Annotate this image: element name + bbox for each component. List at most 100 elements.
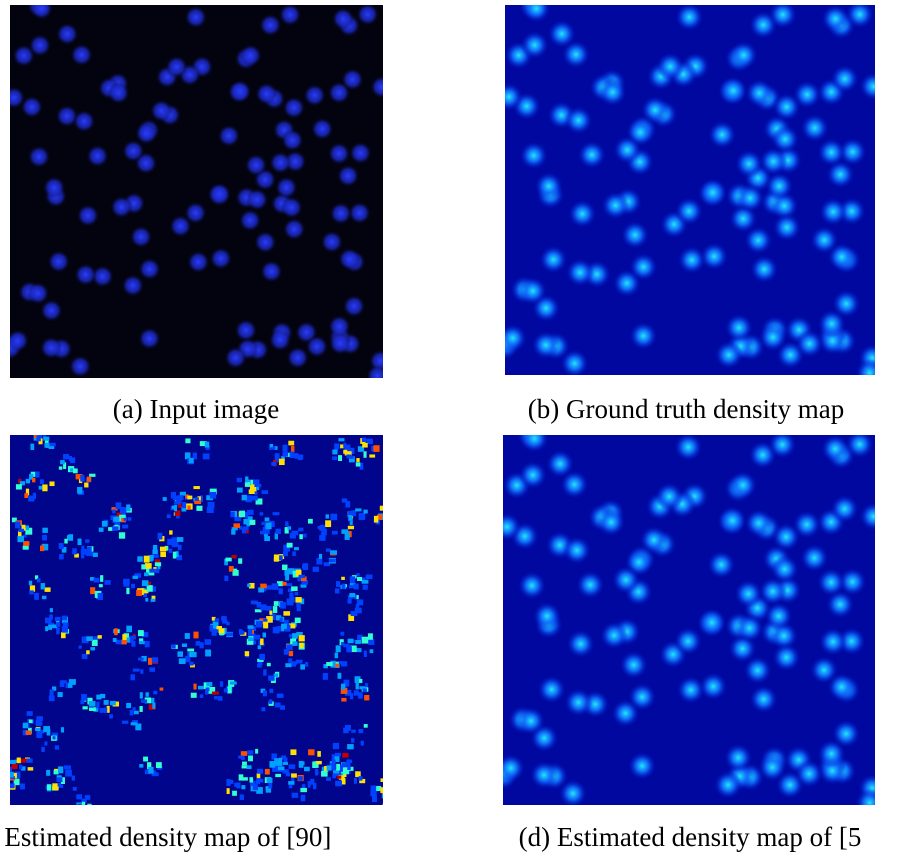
speckle	[42, 528, 47, 533]
density-blob	[532, 331, 560, 359]
caption: (a) Input image	[113, 394, 279, 425]
speckle	[274, 601, 279, 606]
speckle	[58, 783, 61, 786]
cell	[139, 258, 161, 280]
speckle	[29, 581, 32, 586]
speckle	[362, 443, 368, 448]
speckle	[133, 669, 140, 672]
speckle	[155, 562, 161, 566]
speckle	[93, 553, 98, 557]
speckle	[359, 776, 363, 780]
density-blob	[521, 31, 549, 59]
density-blob	[629, 253, 657, 281]
speckle	[152, 550, 157, 554]
speckle	[332, 531, 338, 535]
speckle	[239, 511, 245, 518]
density-blob	[640, 526, 668, 554]
speckle	[289, 785, 293, 789]
speckle	[167, 514, 171, 518]
speckle	[90, 587, 95, 594]
speckle	[262, 490, 269, 494]
speckle	[24, 493, 28, 498]
speckle	[172, 644, 176, 648]
speckle	[265, 769, 270, 775]
speckle	[89, 701, 96, 707]
speckle	[256, 621, 263, 628]
speckle	[356, 573, 359, 576]
speckle	[266, 606, 271, 611]
speckle	[189, 662, 193, 666]
density-blob	[708, 121, 736, 149]
speckle	[247, 510, 254, 515]
speckle	[224, 576, 228, 581]
speckle	[34, 593, 39, 600]
density-blob	[795, 760, 823, 788]
speckle	[302, 784, 305, 788]
speckle	[364, 695, 369, 700]
speckle	[267, 778, 273, 783]
speckle	[44, 741, 47, 745]
speckle	[335, 653, 339, 659]
speckle	[87, 804, 91, 805]
speckle	[272, 583, 279, 589]
speckle	[179, 658, 186, 664]
density-blob	[675, 197, 703, 225]
speckle	[285, 663, 291, 667]
speckle	[212, 692, 219, 695]
speckle	[237, 488, 243, 493]
speckle	[236, 783, 240, 789]
density-blob	[773, 213, 801, 241]
speckle	[263, 622, 268, 629]
speckle	[61, 727, 64, 732]
speckle	[240, 794, 244, 799]
cell	[187, 251, 209, 273]
speckle	[295, 592, 298, 595]
speckle	[46, 770, 50, 776]
speckle	[128, 517, 132, 520]
speckle	[187, 496, 192, 500]
speckle	[347, 599, 351, 604]
speckle	[60, 460, 65, 464]
speckle	[267, 663, 271, 666]
speckle	[144, 556, 150, 563]
speckle	[98, 593, 103, 600]
speckle	[358, 692, 363, 698]
speckle	[64, 539, 67, 544]
speckle	[80, 700, 84, 704]
cell	[77, 205, 99, 227]
speckle	[264, 536, 270, 541]
density-blob	[734, 580, 762, 608]
speckle	[357, 635, 362, 640]
speckle	[348, 516, 352, 521]
speckle	[288, 764, 295, 769]
density-blob	[735, 614, 763, 642]
speckle	[147, 585, 153, 592]
estimated-map-90	[10, 435, 383, 805]
speckle	[94, 578, 100, 583]
speckle	[187, 649, 194, 652]
speckle	[30, 444, 34, 450]
cell	[29, 34, 51, 56]
density-blob	[831, 65, 859, 93]
speckle	[79, 646, 82, 649]
speckle	[152, 703, 155, 709]
speckle	[49, 481, 54, 486]
speckle	[318, 526, 323, 529]
speckle	[156, 762, 162, 768]
speckle	[294, 547, 299, 550]
speckle	[349, 593, 355, 597]
speckle	[10, 783, 15, 788]
speckle	[347, 763, 350, 769]
speckle	[145, 563, 152, 569]
speckle	[332, 456, 337, 460]
speckle	[194, 501, 201, 504]
speckle	[210, 492, 216, 499]
cell	[332, 8, 354, 30]
speckle	[249, 777, 253, 782]
speckle	[279, 588, 283, 594]
cell	[304, 84, 326, 106]
speckle	[139, 706, 142, 712]
speckle	[286, 644, 292, 650]
speckle	[330, 550, 337, 555]
speckle	[190, 652, 196, 657]
